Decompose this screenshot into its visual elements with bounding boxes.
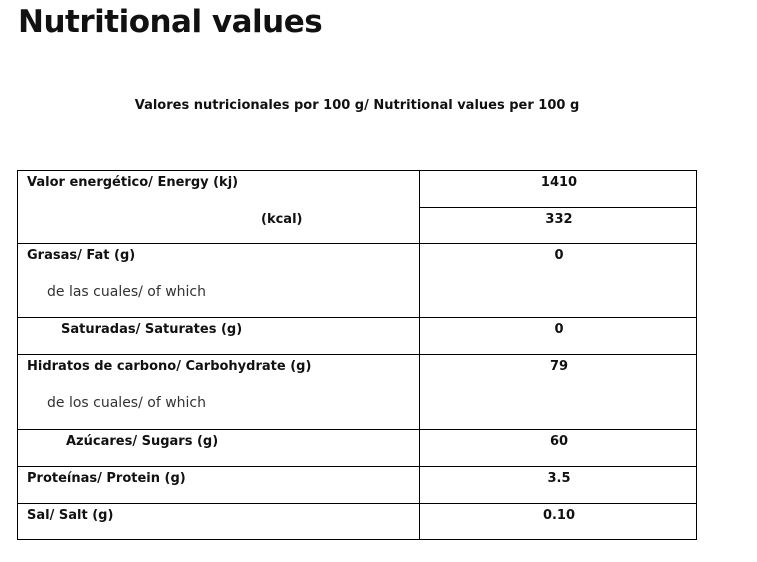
carbohydrate-of-which-label: de los cuales/ of which [47, 395, 206, 411]
fat-of-which-label: de las cuales/ of which [47, 284, 207, 300]
row-divider [18, 466, 696, 467]
protein-value: 3.5 [547, 471, 571, 486]
row-divider [419, 207, 696, 208]
saturates-value: 0 [554, 322, 564, 337]
row-divider [18, 243, 696, 244]
page-title: Nutritional values [18, 4, 323, 40]
nutrition-table: Valor energético/ Energy (kj) 1410 (kcal… [17, 170, 697, 540]
protein-label: Proteínas/ Protein (g) [27, 471, 186, 486]
row-divider [18, 317, 696, 318]
energy-kj-value: 1410 [540, 175, 578, 190]
sugars-value: 60 [549, 434, 569, 449]
energy-label: Valor energético/ Energy (kj) [27, 175, 239, 190]
energy-kcal-value: 332 [545, 212, 573, 227]
carbohydrate-label: Hidratos de carbono/ Carbohydrate (g) [27, 359, 312, 374]
row-divider [18, 503, 696, 504]
column-divider [419, 171, 420, 539]
fat-label: Grasas/ Fat (g) [27, 248, 136, 263]
fat-value: 0 [554, 248, 564, 263]
row-divider [18, 429, 696, 430]
salt-label: Sal/ Salt (g) [27, 508, 114, 523]
row-divider [18, 354, 696, 355]
saturates-label: Saturadas/ Saturates (g) [61, 322, 243, 337]
table-caption: Valores nutricionales por 100 g/ Nutriti… [134, 98, 580, 113]
carbohydrate-value: 79 [549, 359, 569, 374]
energy-kcal-label: (kcal) [261, 212, 303, 227]
sugars-label: Azúcares/ Sugars (g) [66, 434, 219, 449]
salt-value: 0.10 [542, 508, 576, 523]
